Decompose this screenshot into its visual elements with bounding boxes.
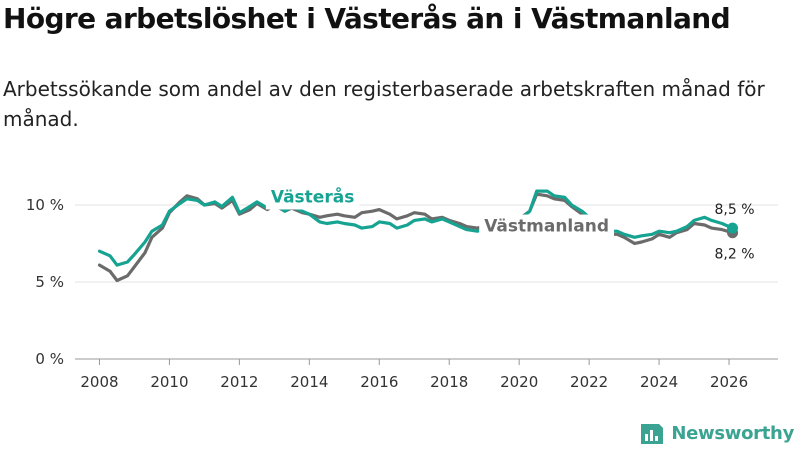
end-label-vastmanland: 8,2 %: [715, 247, 755, 263]
x-tick-label: 2016: [360, 373, 398, 391]
x-tick-label: 2012: [220, 373, 258, 391]
brand-name: Newsworthy: [671, 422, 794, 444]
brand-logo[interactable]: Newsworthy: [639, 418, 794, 448]
x-tick-label: 2026: [710, 373, 748, 391]
series-label-vasteras: Västerås: [271, 185, 354, 207]
y-tick-label: 0 %: [35, 350, 64, 368]
y-tick-label: 10 %: [26, 196, 64, 214]
y-tick-label: 5 %: [35, 273, 64, 291]
series-label-background: [265, 183, 360, 210]
x-tick-label: 2020: [500, 373, 538, 391]
newsworthy-icon: [641, 424, 664, 444]
series-labels: 8,5 % 8,2 % Västerås Västmanland: [265, 183, 755, 263]
series-line-vasteras: [97, 189, 735, 267]
x-tick-label: 2018: [430, 373, 468, 391]
x-tick-label: 2008: [80, 373, 118, 391]
gridlines: [75, 204, 778, 360]
series-label-vastmanland: Västmanland: [484, 217, 609, 237]
chart-subtitle: Arbetssökande som andel av den registerb…: [3, 77, 765, 131]
line-chart: 8,5 % 8,2 % Västerås Västmanland 0 % 5 % 10 %…: [26, 183, 778, 391]
axis-ticks: 0 % 5 % 10 % 2008 2010 2012 2014 2016 2018 2020 20…: [26, 196, 748, 391]
series-label-background: [479, 214, 615, 239]
x-tick-label: 2014: [290, 373, 328, 391]
end-label-vasteras: 8,5 %: [715, 202, 755, 218]
series-end-marker: [727, 222, 739, 234]
chart-title: Högre arbetslöshet i Västerås än i Västm…: [3, 2, 731, 35]
x-tick-label: 2024: [640, 373, 678, 391]
x-tick-label: 2022: [570, 373, 608, 391]
series-lines: [97, 189, 739, 283]
x-tick-label: 2010: [150, 373, 188, 391]
